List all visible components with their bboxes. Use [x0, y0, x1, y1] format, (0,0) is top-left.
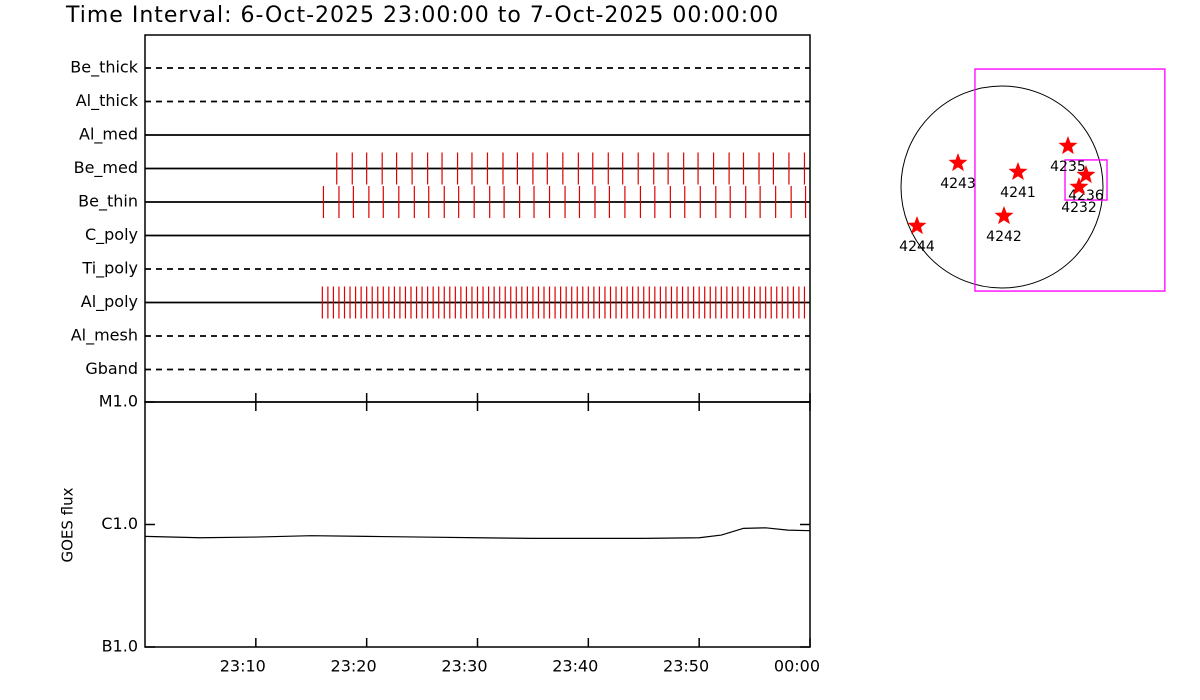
y-tick-label: B1.0 [102, 637, 138, 656]
x-tick-label: 23:40 [552, 657, 598, 676]
filter-label: Ti_poly [81, 259, 138, 279]
filter-label: Be_med [74, 158, 138, 178]
region-marker [1058, 136, 1078, 155]
top-panel-frame [144, 34, 811, 403]
region-marker [1008, 162, 1028, 180]
region-marker [994, 206, 1014, 225]
x-tick-label: 23:50 [663, 657, 709, 676]
filter-label: Be_thick [70, 58, 138, 78]
y-tick-label: C1.0 [101, 514, 138, 533]
x-tick-label: 23:20 [331, 657, 377, 676]
filter-label: Al_med [79, 125, 138, 145]
filter-label: Be_thin [78, 192, 138, 212]
filter-label: C_poly [85, 225, 138, 245]
filter-label: Gband [85, 359, 138, 378]
filter-label: Al_thick [76, 91, 139, 111]
fov-box [974, 68, 1166, 292]
filter-label: Al_mesh [71, 326, 138, 346]
region-label: 4244 [899, 239, 935, 255]
region-label: 4235 [1050, 159, 1086, 175]
region-label: 4243 [940, 176, 976, 192]
region-label: 4242 [986, 229, 1022, 245]
y-tick-label: M1.0 [99, 392, 138, 411]
x-tick-label: 23:10 [220, 657, 266, 676]
region-marker [1069, 177, 1089, 196]
goes-flux-line [144, 527, 811, 540]
filter-label: Al_poly [81, 292, 138, 312]
y-axis-label: GOES flux [59, 487, 77, 562]
chart-title: Time Interval: 6-Oct-2025 23:00:00 to 7-… [65, 3, 779, 28]
region-label: 4241 [1000, 185, 1036, 201]
region-label: 4232 [1061, 200, 1097, 216]
bottom-panel-frame [144, 401, 811, 648]
fov-box [1064, 159, 1108, 201]
region-marker [907, 216, 927, 235]
region-marker [948, 153, 968, 172]
region-marker [1076, 165, 1096, 184]
solar-disk [900, 85, 1104, 289]
x-tick-label: 00:00 [774, 657, 820, 676]
x-tick-label: 23:30 [441, 657, 487, 676]
